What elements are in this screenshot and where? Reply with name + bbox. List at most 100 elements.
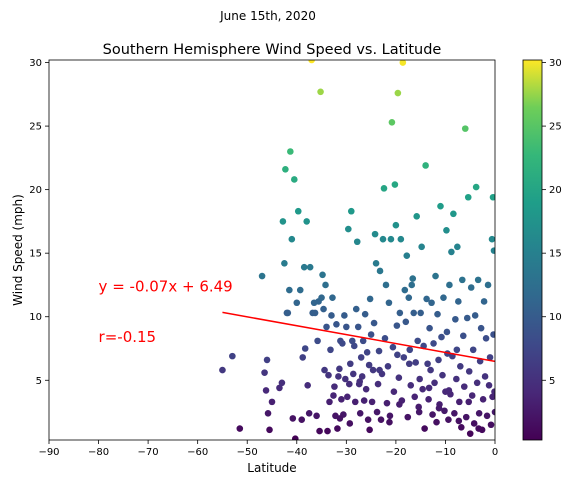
data-point [359, 337, 367, 345]
data-point [465, 398, 473, 406]
data-point [445, 416, 452, 423]
data-point [471, 312, 479, 319]
data-point [335, 373, 342, 380]
data-point [391, 181, 399, 188]
data-point [481, 373, 489, 380]
data-point [487, 421, 495, 429]
data-point [370, 319, 378, 327]
data-point [452, 315, 459, 323]
data-point [262, 387, 270, 394]
data-point [282, 165, 289, 173]
data-point [490, 247, 495, 254]
x-tick-label: −70 [138, 447, 159, 458]
data-point [432, 272, 439, 280]
data-point [454, 243, 461, 251]
data-point [405, 294, 413, 301]
data-point [356, 378, 364, 385]
data-point [467, 284, 475, 291]
data-point [236, 425, 244, 432]
data-point [266, 426, 273, 434]
colorbar-tick-label: 20 [549, 185, 562, 196]
data-point [376, 366, 383, 374]
data-point [293, 299, 301, 307]
data-point [388, 118, 396, 126]
data-point [331, 383, 338, 390]
data-point [439, 371, 446, 379]
x-tick-label: −30 [336, 447, 357, 458]
data-point [402, 318, 410, 326]
data-point [423, 295, 430, 303]
data-point [433, 418, 440, 426]
data-point [258, 272, 266, 280]
data-point [415, 408, 423, 416]
colorbar-tick-label: 15 [549, 249, 562, 260]
data-point [475, 410, 483, 417]
data-point [392, 221, 400, 229]
data-point [490, 331, 495, 338]
data-point [375, 347, 383, 355]
y-tick-label: 5 [36, 376, 42, 387]
data-point [298, 416, 306, 423]
data-point [363, 349, 371, 356]
y-tick-label: 20 [29, 185, 42, 196]
data-point [357, 354, 365, 361]
data-point [409, 275, 417, 282]
data-point [319, 271, 326, 279]
data-point [412, 359, 420, 366]
data-point [317, 88, 324, 96]
data-point [397, 235, 405, 243]
data-point [472, 183, 480, 191]
data-point [341, 312, 348, 319]
data-point [431, 379, 438, 387]
data-point [386, 412, 394, 420]
data-point [480, 298, 488, 305]
data-point [422, 162, 429, 169]
data-point [474, 276, 482, 284]
data-point [349, 370, 357, 378]
data-point [401, 286, 409, 294]
y-tick-label: 15 [29, 249, 42, 260]
data-point [306, 263, 314, 271]
chart-title: Southern Hemisphere Wind Speed vs. Latit… [103, 42, 442, 58]
data-point [334, 425, 341, 432]
data-point [386, 418, 393, 426]
data-point [303, 218, 310, 225]
data-point [323, 323, 330, 331]
x-tick-label: −40 [286, 447, 307, 458]
data-point [286, 286, 293, 294]
x-tick-label: −80 [88, 447, 109, 458]
data-point [296, 286, 304, 294]
data-point [441, 407, 448, 415]
data-point [426, 324, 433, 332]
data-point [372, 260, 380, 267]
data-point [219, 366, 226, 374]
data-point [362, 385, 370, 393]
data-point [489, 193, 495, 201]
data-point [473, 379, 481, 387]
data-point [396, 309, 404, 317]
data-point [288, 235, 296, 243]
data-point [377, 416, 385, 423]
x-tick-label: 0 [492, 447, 498, 458]
data-point [424, 360, 431, 368]
data-point [453, 375, 460, 383]
data-point [404, 413, 412, 421]
data-point [403, 252, 411, 260]
data-point [417, 309, 424, 317]
data-point [453, 346, 461, 354]
data-point [475, 425, 482, 432]
data-point [421, 425, 428, 432]
data-point [351, 398, 359, 406]
data-point [263, 356, 271, 364]
data-point [361, 310, 369, 318]
y-tick-label: 30 [29, 58, 42, 69]
data-point [347, 207, 355, 215]
data-point [356, 410, 364, 417]
data-point [384, 362, 392, 370]
data-point [329, 294, 336, 301]
data-point [460, 383, 468, 390]
data-point [316, 427, 323, 435]
chart-suptitle: June 15th, 2020 [219, 9, 316, 23]
x-tick-label: −20 [385, 447, 406, 458]
data-point [443, 227, 450, 234]
